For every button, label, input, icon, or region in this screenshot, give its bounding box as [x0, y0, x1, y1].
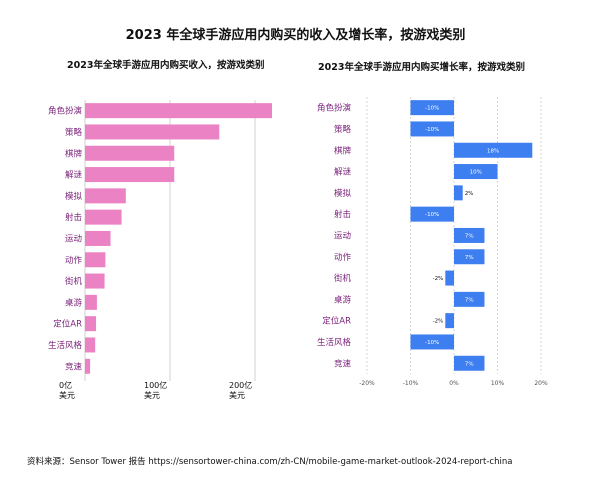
growth-data-label: -2%	[433, 276, 444, 282]
growth-bar	[410, 100, 454, 116]
source-note: 资料来源：Sensor Tower 报告 https://sensortower…	[27, 457, 513, 467]
revenue-category-label: 动作	[65, 255, 83, 266]
growth-bar	[454, 227, 485, 243]
revenue-bar	[85, 188, 126, 204]
growth-data-label: 7%	[465, 361, 474, 367]
growth-category-label: 模拟	[334, 188, 352, 199]
growth-category-label: 解谜	[334, 167, 352, 178]
growth-category-label: 策略	[334, 124, 352, 135]
revenue-chart-title: 2023年全球手游应用内购买收入，按游戏类别	[67, 60, 265, 71]
revenue-category-label: 射击	[65, 212, 82, 223]
growth-data-label: -10%	[425, 127, 439, 133]
revenue-bar	[85, 316, 97, 332]
revenue-category-label: 模拟	[65, 191, 83, 202]
revenue-bar	[85, 252, 106, 268]
growth-bar	[410, 121, 454, 137]
growth-data-label: 2%	[465, 191, 474, 197]
growth-bar	[445, 270, 454, 286]
revenue-bar	[85, 145, 175, 161]
growth-bar	[445, 313, 454, 329]
growth-data-label: -2%	[433, 319, 444, 325]
growth-category-label: 街机	[334, 273, 352, 284]
revenue-bar	[85, 103, 272, 119]
growth-data-label: 18%	[487, 148, 499, 154]
growth-data-label: 7%	[465, 233, 474, 239]
growth-data-label: -10%	[425, 106, 439, 112]
revenue-category-label: 生活风格	[48, 340, 83, 351]
growth-category-label: 棋牌	[334, 145, 352, 156]
growth-bar	[454, 185, 463, 201]
revenue-tick-label-1: 100亿	[144, 380, 167, 390]
revenue-bar	[85, 167, 175, 183]
growth-category-label: 竞速	[334, 358, 352, 369]
growth-category-label: 定位AR	[322, 316, 351, 327]
revenue-category-label: 街机	[65, 276, 83, 287]
revenue-category-label: 策略	[65, 127, 83, 138]
growth-data-label: 10%	[470, 170, 482, 176]
growth-bar	[454, 164, 498, 180]
revenue-bar	[85, 337, 96, 353]
revenue-bar	[85, 294, 97, 310]
growth-category-label: 运动	[334, 230, 352, 241]
growth-chart-title: 2023年全球手游应用内购买增长率，按游戏类别	[318, 62, 525, 73]
revenue-category-label: 桌游	[65, 297, 83, 308]
growth-data-label: 7%	[465, 297, 474, 303]
growth-tick-label-2: 0%	[449, 380, 459, 387]
growth-category-label: 角色扮演	[317, 103, 352, 114]
revenue-bar	[85, 209, 122, 225]
growth-tick-label-1: -10%	[403, 380, 419, 387]
growth-bar	[454, 355, 485, 371]
growth-data-label: 7%	[465, 255, 474, 261]
revenue-bar	[85, 358, 91, 374]
growth-tick-label-0: -20%	[359, 380, 375, 387]
revenue-category-label: 角色扮演	[48, 106, 83, 117]
revenue-category-label: 运动	[65, 233, 83, 244]
revenue-tick-label-2: 200亿	[229, 380, 252, 390]
revenue-category-label: 解谜	[65, 170, 83, 181]
growth-category-label: 射击	[334, 209, 351, 220]
revenue-category-label: 定位AR	[53, 319, 82, 330]
growth-bar	[454, 249, 485, 265]
growth-category-label: 生活风格	[317, 337, 352, 348]
revenue-category-label: 竞速	[65, 361, 83, 372]
growth-data-label: -10%	[425, 340, 439, 346]
growth-bar	[454, 291, 485, 307]
revenue-bar	[85, 273, 105, 289]
revenue-tick-unit-2: 美元	[229, 390, 245, 400]
growth-data-label: -10%	[425, 212, 439, 218]
revenue-tick-unit-1: 美元	[144, 390, 160, 400]
revenue-tick-unit-0: 美元	[59, 390, 75, 400]
growth-category-label: 桌游	[334, 294, 352, 305]
growth-bar	[454, 142, 533, 158]
revenue-tick-label-0: 0亿	[59, 380, 72, 390]
growth-bar	[410, 334, 454, 350]
revenue-bar	[85, 230, 111, 246]
page-title: 2023 年全球手游应用内购买的收入及增长率，按游戏类别	[125, 28, 466, 43]
growth-tick-label-4: 20%	[534, 380, 548, 387]
growth-bar	[410, 206, 454, 222]
revenue-bar	[85, 124, 220, 140]
revenue-category-label: 棋牌	[65, 148, 83, 159]
growth-tick-label-3: 10%	[491, 380, 505, 387]
growth-category-label: 动作	[334, 252, 352, 263]
